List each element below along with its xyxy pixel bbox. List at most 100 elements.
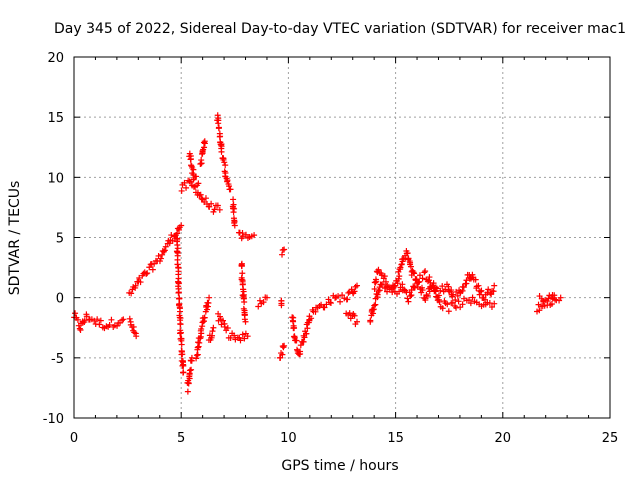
data-point: [445, 308, 452, 315]
data-point: [263, 294, 270, 301]
data-point: [96, 321, 103, 328]
data-point: [432, 288, 439, 295]
data-point: [174, 230, 181, 237]
data-point: [351, 288, 358, 295]
data-point: [337, 298, 344, 305]
data-point: [206, 203, 213, 210]
data-point: [181, 179, 188, 186]
data-point: [536, 307, 543, 314]
data-point: [178, 222, 185, 229]
data-point: [218, 321, 225, 328]
data-point: [381, 273, 388, 280]
data-point: [97, 317, 104, 324]
data-point: [327, 300, 334, 307]
data-point: [184, 388, 191, 395]
data-point: [224, 177, 231, 184]
data-point: [217, 133, 224, 140]
data-point: [293, 337, 300, 344]
data-point: [431, 287, 438, 294]
chart-title: Day 345 of 2022, Sidereal Day-to-day VTE…: [54, 21, 626, 37]
data-point: [239, 281, 246, 288]
data-point: [240, 305, 247, 312]
data-point: [373, 278, 380, 285]
data-point: [416, 272, 423, 279]
data-point: [162, 243, 169, 250]
data-point: [241, 299, 248, 306]
data-point: [477, 288, 484, 295]
data-point: [220, 317, 227, 324]
data-point: [407, 263, 414, 270]
data-point: [290, 333, 297, 340]
data-point: [198, 325, 205, 332]
data-point: [422, 268, 429, 275]
data-point: [242, 318, 249, 325]
data-point: [133, 333, 140, 340]
data-point: [444, 301, 451, 308]
data-point: [200, 139, 207, 146]
data-point: [177, 329, 184, 336]
data-point: [279, 351, 286, 358]
data-point: [321, 304, 328, 311]
data-point: [239, 331, 246, 338]
data-point: [194, 351, 201, 358]
data-point: [218, 148, 225, 155]
data-point: [297, 342, 304, 349]
data-point: [178, 187, 185, 194]
data-point: [255, 303, 262, 310]
data-point: [278, 297, 285, 304]
data-point: [196, 339, 203, 346]
data-point: [216, 206, 223, 213]
data-point: [300, 338, 307, 345]
data-point: [244, 333, 251, 340]
data-point: [180, 362, 187, 369]
data-point: [190, 166, 197, 173]
data-point: [293, 346, 300, 353]
data-point: [279, 251, 286, 258]
y-axis-label: SDTVAR / TECUs: [7, 181, 23, 296]
data-point: [209, 328, 216, 335]
data-point: [422, 296, 429, 303]
data-point: [177, 321, 184, 328]
data-point: [436, 298, 443, 305]
data-point: [478, 287, 485, 294]
data-point: [206, 294, 213, 301]
data-point: [238, 263, 245, 270]
data-point: [442, 286, 449, 293]
x-tick-label: 0: [70, 431, 78, 446]
x-axis-label: GPS time / hours: [281, 458, 398, 474]
data-point: [476, 291, 483, 298]
data-point: [188, 162, 195, 169]
data-point: [301, 334, 308, 341]
data-point: [408, 292, 415, 299]
data-point: [106, 321, 113, 328]
data-point: [215, 124, 222, 131]
data-point: [114, 322, 121, 329]
data-point: [485, 286, 492, 293]
data-point: [379, 281, 386, 288]
data-point: [159, 251, 166, 258]
data-point: [281, 246, 288, 253]
data-point: [193, 173, 200, 180]
data-point: [411, 270, 418, 277]
data-point: [475, 282, 482, 289]
y-tick-label: -10: [43, 412, 64, 427]
data-point: [488, 303, 495, 310]
data-point: [323, 301, 330, 308]
data-point: [297, 348, 304, 355]
data-point: [459, 301, 466, 308]
data-point: [419, 275, 426, 282]
data-point: [187, 155, 194, 162]
data-point: [230, 196, 237, 203]
y-tick-label: 0: [56, 292, 64, 307]
data-point: [450, 291, 457, 298]
data-point: [108, 316, 115, 323]
data-point: [215, 120, 222, 127]
data-point: [430, 280, 437, 287]
data-point: [183, 184, 190, 191]
data-point: [128, 290, 135, 297]
data-point: [221, 159, 228, 166]
data-point: [289, 317, 296, 324]
data-point: [177, 308, 184, 315]
gridlines: [74, 57, 610, 418]
